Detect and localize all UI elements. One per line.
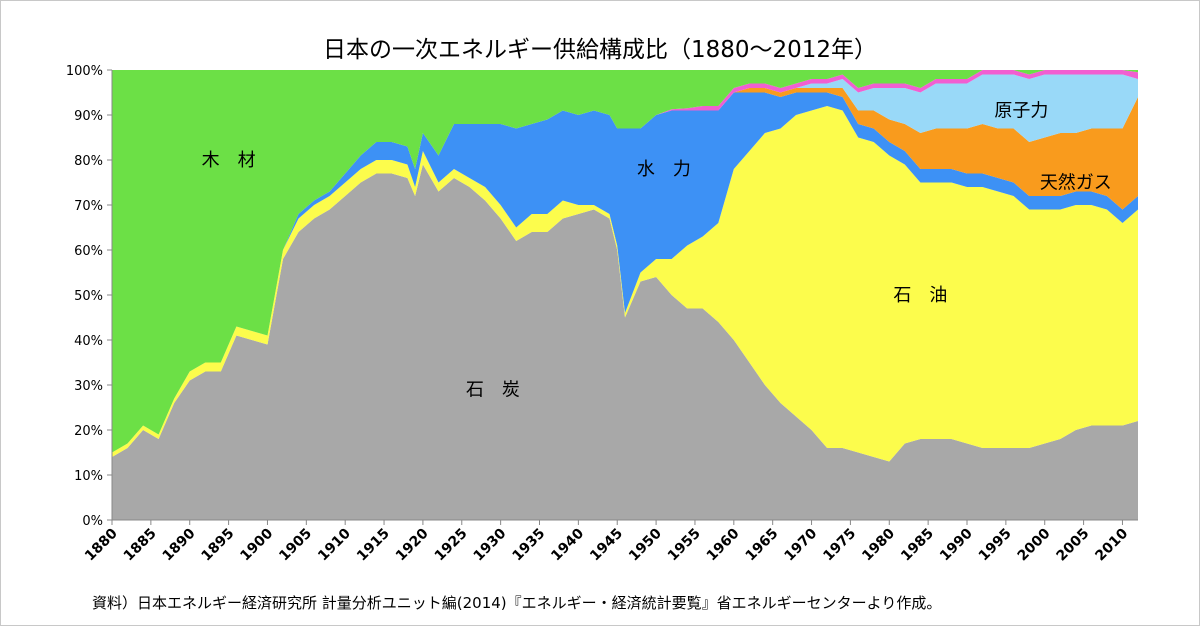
y-tick-label: 0% bbox=[82, 514, 103, 529]
region-label-石炭: 石 炭 bbox=[466, 380, 520, 401]
region-label-原子力: 原子力 bbox=[994, 101, 1048, 122]
y-tick-label: 50% bbox=[74, 289, 103, 304]
area-原子力 bbox=[112, 74, 1138, 453]
x-tick-label: 1930 bbox=[471, 525, 510, 564]
region-label-木材: 木 材 bbox=[202, 150, 256, 171]
x-tick-label: 1885 bbox=[121, 526, 160, 565]
area-石炭 bbox=[112, 164, 1138, 520]
x-tick-label: 1920 bbox=[393, 525, 432, 564]
area-水力 bbox=[112, 92, 1138, 453]
area-石油 bbox=[112, 106, 1138, 462]
x-tick-label: 1980 bbox=[859, 525, 898, 564]
x-tick-label: 1995 bbox=[976, 526, 1015, 565]
x-tick-label: 1940 bbox=[548, 525, 587, 564]
x-tick-label: 2000 bbox=[1015, 525, 1054, 564]
x-tick-label: 1945 bbox=[587, 526, 626, 565]
x-tick-label: 1975 bbox=[820, 526, 859, 565]
y-tick-label: 90% bbox=[74, 109, 103, 124]
y-tick-label: 70% bbox=[74, 199, 103, 214]
region-label-水力: 水 力 bbox=[637, 159, 691, 180]
y-tick-label: 10% bbox=[74, 469, 103, 484]
x-tick-label: 1955 bbox=[665, 526, 704, 565]
x-tick-label: 1990 bbox=[937, 525, 976, 564]
x-tick-label: 1965 bbox=[743, 526, 782, 565]
x-tick-label: 1915 bbox=[354, 526, 393, 565]
region-label-天然ガス: 天然ガス bbox=[1040, 173, 1112, 194]
y-tick-label: 30% bbox=[74, 379, 103, 394]
y-tick-label: 20% bbox=[74, 424, 103, 439]
x-tick-label: 1905 bbox=[276, 526, 315, 565]
x-tick-label: 1935 bbox=[509, 526, 548, 565]
area-木材 bbox=[112, 70, 1138, 453]
x-tick-label: 2010 bbox=[1092, 525, 1131, 564]
chart-title: 日本の一次エネルギー供給構成比（1880～2012年） bbox=[322, 37, 878, 63]
x-tick-label: 1895 bbox=[199, 526, 238, 565]
y-tick-label: 80% bbox=[74, 154, 103, 169]
area-series-group bbox=[112, 70, 1138, 520]
x-tick-label: 1900 bbox=[237, 525, 276, 564]
x-tick-label: 1970 bbox=[782, 525, 821, 564]
x-tick-label: 1880 bbox=[82, 525, 121, 564]
source-note: 資料）日本エネルギー経済研究所 計量分析ユニット編(2014)『エネルギー・経済… bbox=[92, 594, 942, 612]
y-tick-label: 100% bbox=[66, 64, 103, 79]
x-tick-label: 1910 bbox=[315, 525, 354, 564]
x-tick-label: 1925 bbox=[432, 526, 471, 565]
x-tick-label: 1960 bbox=[704, 525, 743, 564]
y-tick-label: 40% bbox=[74, 334, 103, 349]
x-tick-label: 2005 bbox=[1054, 526, 1093, 565]
x-tick-label: 1950 bbox=[626, 525, 665, 564]
x-tick-label: 1985 bbox=[898, 526, 937, 565]
y-tick-label: 60% bbox=[74, 244, 103, 259]
x-tick-label: 1890 bbox=[160, 525, 199, 564]
region-label-石油: 石 油 bbox=[893, 285, 947, 306]
